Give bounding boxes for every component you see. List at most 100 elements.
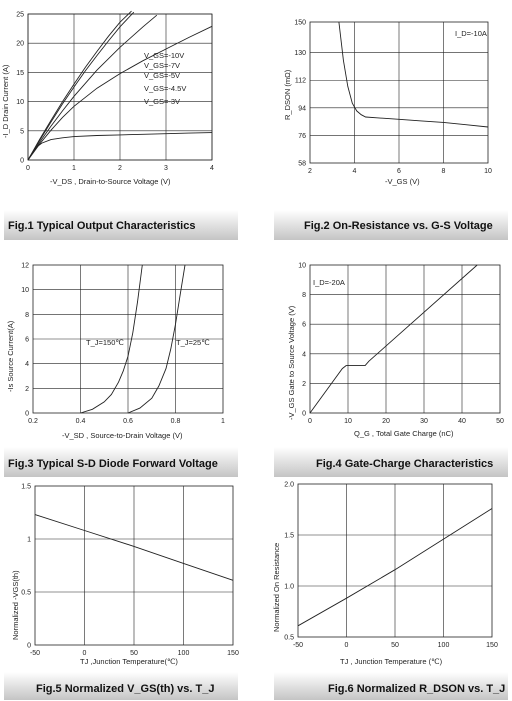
fig1-x-axis-label: -V_DS , Drain-to-Source Voltage (V) xyxy=(50,177,171,186)
fig6-y-tick-label: 1.5 xyxy=(284,533,294,540)
fig1-series-4-line xyxy=(27,132,213,161)
chart-fig1-output-characteristics: 0 1 2 3 4 0 5 10 15 20 25 -V_DS , Drain-to-Source … xyxy=(1,10,214,232)
fig6-y-tick-label: 0.5 xyxy=(284,635,294,642)
fig5-curves xyxy=(34,514,234,581)
fig4-y-axis-label: -V_GS Gate to Source Voltage (V) xyxy=(287,305,296,420)
fig4-y-tick-label: 0 xyxy=(302,411,306,418)
fig6-y-axis-label: Normalized On Resistance xyxy=(272,543,281,632)
fig2-caption: Fig.2 On-Resistance vs. G-S Voltage xyxy=(304,220,493,232)
fig6-x-tick-label: -50 xyxy=(293,642,303,649)
fig3-y-tick-label: 10 xyxy=(21,287,29,294)
caption-bar-fig1 xyxy=(4,210,238,240)
fig5-x-axis-label: TJ ,Junction Temperature(℃) xyxy=(80,657,178,666)
fig6-y-tick-label: 1.0 xyxy=(284,584,294,591)
fig4-tick-labels: 0 10 20 30 40 50 0 2 4 6 8 10 xyxy=(298,263,504,426)
fig2-y-axis-label: R_DSON (mΩ) xyxy=(283,69,292,120)
fig2-x-axis-label: -V_GS (V) xyxy=(385,177,420,186)
caption-bar-fig5 xyxy=(4,672,238,700)
chart-fig2-on-resistance: 2 4 6 8 10 58 76 94 112 130 150 -V_GS (V) R_DSON (… xyxy=(283,20,493,233)
fig6-tick-labels: -50 0 50 100 150 0.5 1.0 1.5 2.0 xyxy=(284,482,498,650)
fig3-x-tick-label: 0.6 xyxy=(123,418,133,425)
fig3-caption: Fig.3 Typical S-D Diode Forward Voltage xyxy=(8,458,218,470)
caption-bar-fig2 xyxy=(274,210,508,240)
caption-bar-fig6 xyxy=(274,672,508,700)
fig2-y-tick-label: 94 xyxy=(298,105,306,112)
fig3-annotation-tj-150: T_J=150℃ xyxy=(86,338,124,347)
fig3-y-axis-label: -Is Source Current(A) xyxy=(6,320,15,392)
fig1-annotation-vgs-4-5: V_GS=-4.5V xyxy=(144,84,186,93)
fig3-y-tick-label: 12 xyxy=(21,263,29,270)
fig1-y-tick-label: 25 xyxy=(16,12,24,19)
fig1-x-tick-label: 4 xyxy=(210,165,214,172)
fig4-x-tick-label: 0 xyxy=(308,418,312,425)
caption-bar-fig4 xyxy=(274,447,508,477)
fig3-annotation-tj-25: T_J=25℃ xyxy=(176,338,210,347)
fig1-x-tick-label: 1 xyxy=(72,165,76,172)
fig3-x-tick-label: 0.8 xyxy=(171,418,181,425)
fig2-y-tick-label: 112 xyxy=(295,78,306,85)
fig1-caption: Fig.1 Typical Output Characteristics xyxy=(8,220,195,232)
fig4-x-tick-label: 20 xyxy=(382,418,390,425)
fig3-x-axis-label: -V_SD , Source-to-Drain Voltage (V) xyxy=(62,431,183,440)
fig3-x-tick-label: 0.2 xyxy=(28,418,38,425)
fig3-x-tick-label: 0.4 xyxy=(76,418,86,425)
fig4-y-tick-label: 4 xyxy=(302,351,306,358)
fig2-annotation-id: I_D=-10A xyxy=(455,29,487,38)
fig3-y-tick-label: 2 xyxy=(25,386,29,393)
fig6-caption: Fig.6 Normalized R_DSON vs. T_J xyxy=(328,683,505,695)
fig5-x-tick-label: 0 xyxy=(83,650,87,657)
fig1-series-3-line xyxy=(27,25,213,161)
fig6-curves xyxy=(297,508,493,627)
fig3-y-tick-label: 4 xyxy=(25,361,29,368)
fig6-y-tick-label: 2.0 xyxy=(284,482,294,489)
fig1-x-tick-label: 2 xyxy=(118,165,122,172)
fig1-y-tick-label: 5 xyxy=(20,128,24,135)
fig2-grid xyxy=(310,22,488,163)
fig2-plot-frame xyxy=(309,21,489,164)
fig6-plot-frame xyxy=(297,483,493,638)
fig4-caption: Fig.4 Gate-Charge Characteristics xyxy=(316,458,493,470)
chart-fig6-normalized-rdson: -50 0 50 100 150 0.5 1.0 1.5 2.0 TJ , Junction T… xyxy=(272,482,505,696)
fig5-caption: Fig.5 Normalized V_GS(th) vs. T_J xyxy=(36,683,215,695)
fig2-x-tick-label: 2 xyxy=(308,168,312,175)
fig6-x-tick-label: 100 xyxy=(438,642,450,649)
fig5-x-tick-label: 100 xyxy=(178,650,190,657)
fig2-x-tick-label: 8 xyxy=(442,168,446,175)
fig1-y-tick-label: 10 xyxy=(16,99,24,106)
fig5-x-tick-label: 150 xyxy=(227,650,239,657)
fig1-annotation-vgs-10: V_GS=-10V xyxy=(144,51,184,60)
fig3-series-0-line xyxy=(80,264,143,414)
fig3-y-tick-label: 0 xyxy=(25,411,29,418)
fig4-y-tick-label: 8 xyxy=(302,292,306,299)
fig3-x-tick-label: 1 xyxy=(221,418,225,425)
fig6-x-tick-label: 0 xyxy=(345,642,349,649)
fig5-plot-frame xyxy=(34,485,234,646)
fig5-y-tick-label: 1 xyxy=(27,537,31,544)
fig3-grid xyxy=(33,265,223,413)
fig2-y-tick-label: 58 xyxy=(298,161,306,168)
fig4-x-tick-label: 10 xyxy=(344,418,352,425)
fig4-x-tick-label: 30 xyxy=(420,418,428,425)
fig2-y-tick-label: 150 xyxy=(294,20,306,27)
fig5-y-tick-label: 0.5 xyxy=(21,590,31,597)
fig5-x-tick-label: 50 xyxy=(130,650,138,657)
fig1-annotation-vgs-3: V_GS=-3V xyxy=(144,97,180,106)
fig1-y-tick-label: 20 xyxy=(16,41,24,48)
fig5-y-axis-label: Normalized -VGS(th) xyxy=(11,570,20,640)
fig1-series-1-line xyxy=(27,11,135,161)
fig1-y-tick-label: 0 xyxy=(20,158,24,165)
fig4-y-tick-label: 6 xyxy=(302,322,306,329)
fig6-x-axis-label: TJ , Junction Temperature (℃) xyxy=(340,657,443,666)
fig3-y-tick-label: 8 xyxy=(25,312,29,319)
fig4-x-tick-label: 50 xyxy=(496,418,504,425)
fig6-x-tick-label: 50 xyxy=(391,642,399,649)
fig4-curves xyxy=(309,264,478,414)
fig6-series-0-line xyxy=(297,508,493,627)
fig2-x-tick-label: 4 xyxy=(353,168,357,175)
fig1-annotation-vgs-7: V_GS=-7V xyxy=(144,61,180,70)
caption-bar-fig3 xyxy=(4,447,238,477)
